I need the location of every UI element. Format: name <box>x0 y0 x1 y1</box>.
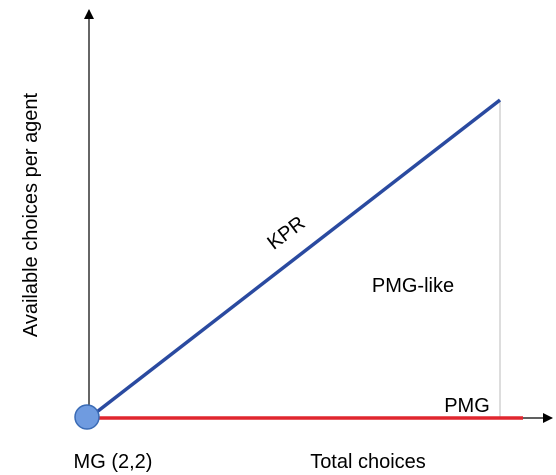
y-axis-label: Available choices per agent <box>20 92 42 337</box>
origin-label: MG (2,2) <box>74 451 153 473</box>
kpr-line <box>87 98 502 420</box>
x-axis-label: Total choices <box>310 451 426 473</box>
kpr-label: KPR <box>263 212 309 254</box>
origin-point <box>74 404 100 430</box>
pmg-label: PMG <box>444 395 490 417</box>
pmg-like-label: PMG-like <box>372 275 454 297</box>
